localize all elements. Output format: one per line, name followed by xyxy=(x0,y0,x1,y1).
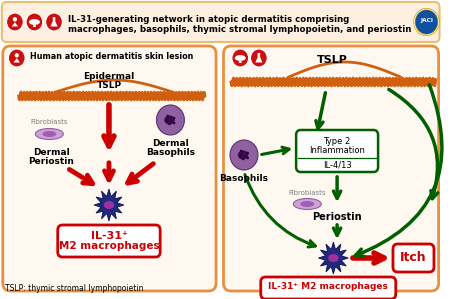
FancyBboxPatch shape xyxy=(296,130,378,172)
Text: Basophils: Basophils xyxy=(146,148,195,157)
Text: IL-4/13: IL-4/13 xyxy=(323,160,352,169)
Text: IL-31⁺: IL-31⁺ xyxy=(91,231,128,241)
FancyBboxPatch shape xyxy=(393,244,434,272)
Ellipse shape xyxy=(36,129,64,140)
Ellipse shape xyxy=(235,55,246,61)
Text: Fibroblasts: Fibroblasts xyxy=(31,119,68,125)
Circle shape xyxy=(240,150,242,152)
Text: Epidermal: Epidermal xyxy=(83,72,135,81)
Circle shape xyxy=(173,122,175,124)
Text: JACI: JACI xyxy=(420,18,433,23)
Text: Type 2: Type 2 xyxy=(323,137,351,146)
Circle shape xyxy=(165,120,168,122)
Text: Human atopic dermatitis skin lesion: Human atopic dermatitis skin lesion xyxy=(30,52,193,61)
Text: IL-31⁺ M2 macrophages: IL-31⁺ M2 macrophages xyxy=(268,282,388,291)
Polygon shape xyxy=(238,61,242,63)
Ellipse shape xyxy=(328,254,338,262)
Ellipse shape xyxy=(42,131,56,137)
FancyBboxPatch shape xyxy=(3,46,216,291)
Circle shape xyxy=(232,49,249,67)
Text: macrophages, basophils, thymic stromal lymphopoietin, and periostin: macrophages, basophils, thymic stromal l… xyxy=(68,25,411,34)
Circle shape xyxy=(168,123,171,125)
Circle shape xyxy=(7,13,23,31)
Polygon shape xyxy=(14,58,20,62)
Circle shape xyxy=(246,152,249,154)
Polygon shape xyxy=(94,189,124,221)
Text: IL-31-generating network in atopic dermatitis comprising: IL-31-generating network in atopic derma… xyxy=(68,15,349,24)
Circle shape xyxy=(173,117,175,119)
Circle shape xyxy=(156,105,184,135)
FancyBboxPatch shape xyxy=(224,46,438,291)
Circle shape xyxy=(166,115,169,117)
Circle shape xyxy=(246,157,249,159)
Ellipse shape xyxy=(164,115,175,124)
Ellipse shape xyxy=(104,201,114,209)
Text: TSLP: TSLP xyxy=(317,55,348,65)
Ellipse shape xyxy=(301,201,314,207)
Circle shape xyxy=(239,155,241,157)
Circle shape xyxy=(414,9,438,35)
Polygon shape xyxy=(33,25,36,27)
Text: Itch: Itch xyxy=(400,251,427,264)
Ellipse shape xyxy=(293,199,321,210)
Text: Periostin: Periostin xyxy=(28,157,74,166)
Text: Periostin: Periostin xyxy=(312,212,362,222)
FancyBboxPatch shape xyxy=(2,2,439,42)
Text: TSLP: thymic stromal lymphopoietin: TSLP: thymic stromal lymphopoietin xyxy=(5,284,143,293)
Circle shape xyxy=(26,13,43,31)
FancyBboxPatch shape xyxy=(58,225,160,257)
Circle shape xyxy=(9,49,25,67)
Text: Dermal: Dermal xyxy=(152,139,189,148)
Circle shape xyxy=(230,140,258,170)
Text: Fibroblasts: Fibroblasts xyxy=(289,190,326,196)
Polygon shape xyxy=(319,242,348,274)
Circle shape xyxy=(250,49,267,67)
Text: Inflammation: Inflammation xyxy=(309,146,365,155)
Text: TSLP: TSLP xyxy=(96,81,121,90)
Circle shape xyxy=(242,158,244,160)
Text: M2 macrophages: M2 macrophages xyxy=(59,241,159,251)
Polygon shape xyxy=(255,53,263,62)
Circle shape xyxy=(46,13,63,31)
Text: Basophils: Basophils xyxy=(219,174,268,183)
Ellipse shape xyxy=(29,19,40,25)
Circle shape xyxy=(13,17,17,22)
Text: Dermal: Dermal xyxy=(33,148,70,157)
FancyBboxPatch shape xyxy=(261,277,396,299)
Ellipse shape xyxy=(238,150,248,159)
Circle shape xyxy=(15,53,19,57)
Polygon shape xyxy=(12,22,18,27)
Polygon shape xyxy=(51,17,57,27)
